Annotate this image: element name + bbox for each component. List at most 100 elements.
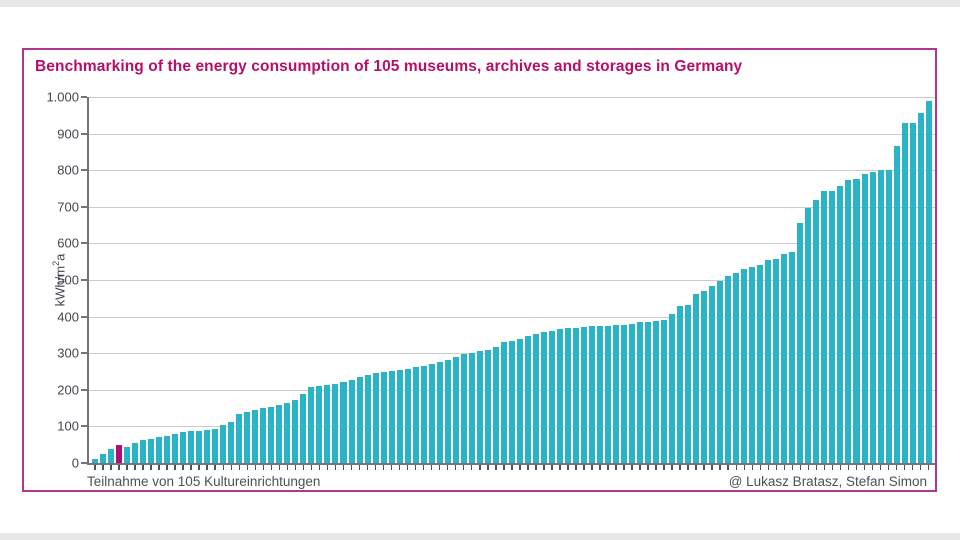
bar [284,402,291,463]
x-tick-mark [310,465,313,470]
bar [412,367,419,463]
y-tick-mark [81,96,87,98]
bar [132,442,139,463]
bar [588,326,595,463]
bar [180,432,187,463]
y-tick-mark [81,352,87,355]
bar [308,386,315,463]
bar [781,254,788,463]
x-tick-mark [222,465,224,470]
plot-area: 1.000 900 800 700 600 500 400 300 200 100 0 kWh/m2… [46,90,935,471]
y-tick-label: 400 [57,309,79,325]
y-axis-label: kWh/m2a [51,253,68,307]
x-tick-mark [479,465,481,470]
bar [885,170,892,463]
y-tick-mark [81,132,87,135]
y-tick-label: 900 [57,126,79,142]
x-tick-mark [118,465,120,470]
x-tick-mark [454,465,457,470]
x-tick-mark [214,465,216,470]
gridline [89,97,935,98]
gridline [89,280,935,281]
attribution: @ Lukasz Bratasz, Stefan Simon [728,474,927,489]
bar [877,170,884,463]
bar [677,306,684,463]
x-tick-mark [134,465,136,470]
bar [685,304,692,463]
x-tick-mark [895,465,898,470]
x-tick-mark [823,465,826,470]
bar [396,369,403,463]
x-tick-mark [150,465,152,470]
x-tick-mark [246,465,249,470]
bar [893,146,900,463]
bar [196,430,203,463]
x-tick-mark [158,465,160,470]
x-tick-mark [102,465,104,470]
bar [204,430,211,463]
y-tick-mark [81,425,87,428]
bar [404,368,411,463]
x-tick-mark [390,465,393,470]
x-tick-mark [318,465,321,470]
bar [797,222,804,463]
bar [789,252,796,463]
y-tick-mark [81,279,87,281]
y-tick-label: 800 [57,162,79,178]
x-tick-mark [519,465,521,470]
bar [813,199,820,463]
x-tick-mark [374,465,377,470]
bar [468,352,475,463]
x-tick-mark [527,465,529,470]
x-tick-mark [719,465,721,470]
x-tick-mark [366,465,369,470]
bar [236,413,243,463]
x-tick-mark [567,465,569,470]
x-tick-mark [190,465,192,470]
x-tick-mark [262,465,265,470]
x-tick-mark [495,465,497,470]
x-tick-mark [783,465,786,470]
bar [629,323,636,463]
x-tick-mark [727,465,729,470]
x-tick-mark [791,465,794,470]
bar [364,375,371,463]
bar [484,349,491,463]
bar [508,341,515,463]
x-tick-mark [639,465,641,470]
x-tick-mark [879,465,882,470]
x-tick-mark [543,465,545,470]
bar [829,191,836,463]
bar [653,320,660,463]
bar [292,400,299,463]
x-tick-mark [799,465,802,470]
bars [91,97,933,463]
gridline [89,133,935,135]
gridline [89,170,935,172]
x-tick-mark [270,465,273,470]
x-tick-marks [91,465,933,470]
bar [917,113,924,463]
x-tick-mark [671,465,673,470]
bar [148,438,155,463]
x-tick-mark [839,465,842,470]
x-tick-mark [462,465,465,470]
bar [669,314,676,463]
bar [845,179,852,463]
x-tick-mark [575,465,577,470]
bar [741,268,748,463]
x-tick-mark [286,465,289,470]
bar [701,290,708,463]
bar [605,325,612,463]
bar [757,264,764,463]
bar [356,377,363,463]
y-tick-label: 100 [57,418,79,434]
x-tick-mark [663,465,665,470]
x-tick-mark [927,465,930,470]
y-tick-mark [81,462,87,464]
x-tick-mark [438,465,441,470]
x-tick-mark [294,465,297,470]
x-tick-mark [711,465,713,470]
bar [476,351,483,463]
x-tick-mark [511,465,513,470]
